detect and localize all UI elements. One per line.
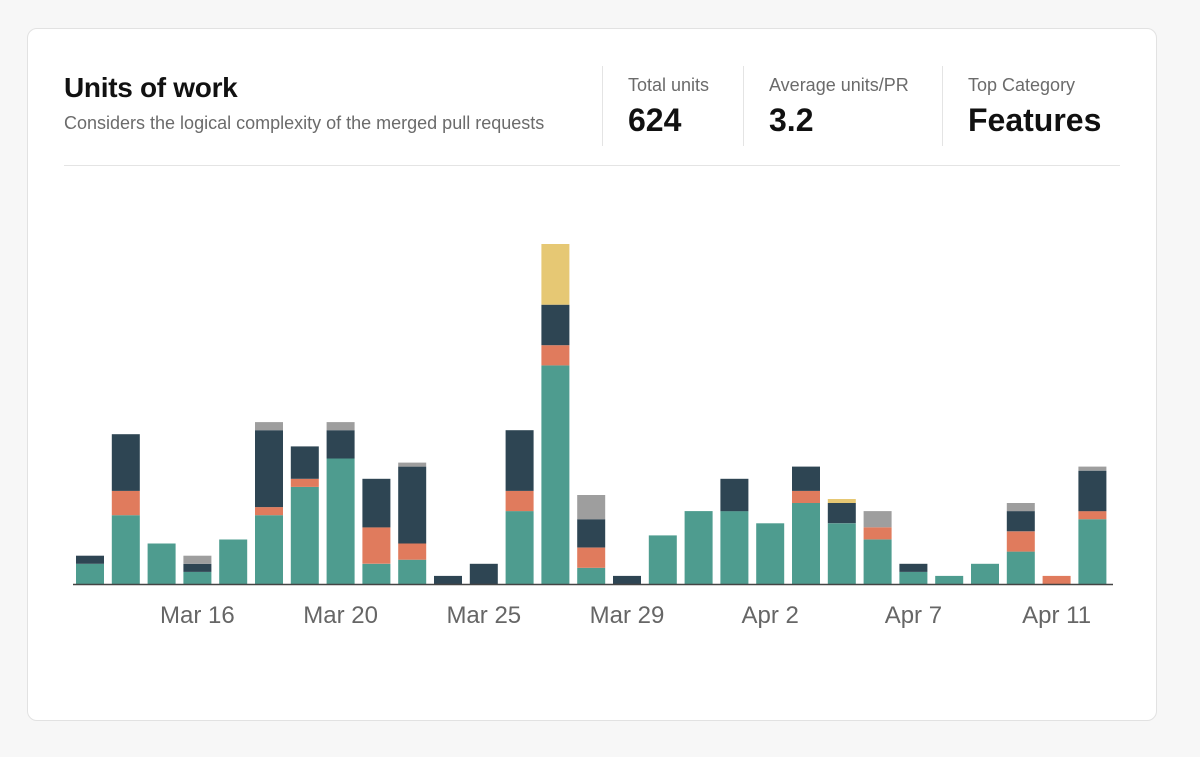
x-tick-label: Apr 2 — [742, 602, 799, 629]
bar-maintenance-18[interactable] — [720, 478, 749, 512]
card-title: Units of work — [64, 72, 238, 103]
bar-features-4[interactable] — [219, 539, 248, 585]
bar-features-7[interactable] — [326, 458, 355, 585]
bar-maintenance-23[interactable] — [899, 563, 928, 572]
bar-other-14[interactable] — [577, 495, 606, 520]
bar-bugs-22[interactable] — [863, 527, 892, 540]
bar-features-13[interactable] — [541, 365, 570, 584]
bar-maintenance-9[interactable] — [398, 466, 427, 544]
bar-other-3[interactable] — [183, 555, 212, 564]
bar-other-7[interactable] — [326, 422, 355, 431]
average-units-value: 3.2 — [769, 102, 814, 138]
bar-docs-21[interactable] — [827, 499, 856, 503]
bar-bugs-5[interactable] — [255, 507, 283, 516]
average-units-label: Average units/PR — [769, 75, 909, 95]
bar-maintenance-20[interactable] — [792, 466, 820, 491]
bar-features-1[interactable] — [111, 515, 140, 584]
bar-bugs-20[interactable] — [792, 490, 820, 503]
bar-maintenance-8[interactable] — [362, 478, 391, 528]
bar-other-28[interactable] — [1078, 466, 1107, 471]
bar-bugs-27[interactable] — [1042, 575, 1071, 584]
total-units-value: 624 — [628, 102, 682, 138]
bar-features-12[interactable] — [505, 511, 534, 584]
x-tick-label: Apr 11 — [1022, 602, 1091, 629]
bar-features-18[interactable] — [720, 511, 749, 584]
bar-bugs-28[interactable] — [1078, 511, 1107, 520]
bar-features-5[interactable] — [255, 515, 283, 584]
bar-bugs-12[interactable] — [505, 490, 534, 512]
units-of-work-card — [27, 28, 1157, 721]
bar-features-9[interactable] — [398, 559, 427, 584]
bar-bugs-13[interactable] — [541, 345, 570, 366]
bar-other-9[interactable] — [398, 462, 427, 467]
bar-features-24[interactable] — [935, 575, 964, 584]
bar-bugs-6[interactable] — [290, 478, 319, 487]
x-tick-label: Mar 25 — [446, 602, 521, 629]
bar-maintenance-10[interactable] — [434, 575, 462, 584]
bar-other-22[interactable] — [863, 511, 892, 528]
bar-features-20[interactable] — [792, 503, 820, 584]
bar-features-16[interactable] — [648, 535, 677, 584]
bar-bugs-14[interactable] — [577, 547, 606, 568]
bar-features-3[interactable] — [183, 571, 212, 584]
bar-features-22[interactable] — [863, 539, 892, 585]
card-subtitle: Considers the logical complexity of the … — [64, 113, 545, 133]
bar-maintenance-21[interactable] — [827, 503, 856, 524]
header-divider — [64, 165, 1120, 166]
bar-maintenance-28[interactable] — [1078, 470, 1107, 512]
bar-bugs-8[interactable] — [362, 527, 391, 564]
bar-features-19[interactable] — [756, 523, 785, 584]
bar-features-26[interactable] — [1006, 551, 1035, 584]
bar-features-14[interactable] — [577, 567, 606, 584]
stat-divider — [602, 66, 603, 146]
stat-divider — [743, 66, 744, 146]
bar-maintenance-6[interactable] — [290, 446, 319, 479]
x-tick-label: Apr 7 — [885, 602, 942, 629]
bar-bugs-9[interactable] — [398, 543, 427, 560]
bar-maintenance-26[interactable] — [1006, 511, 1035, 532]
bar-maintenance-12[interactable] — [505, 430, 534, 491]
bar-maintenance-15[interactable] — [613, 575, 641, 584]
bar-bugs-1[interactable] — [111, 490, 140, 516]
bar-maintenance-3[interactable] — [183, 563, 212, 572]
top-category-value: Features — [968, 102, 1102, 138]
top-category-label: Top Category — [968, 75, 1076, 95]
bar-features-21[interactable] — [827, 523, 856, 584]
bar-other-5[interactable] — [255, 422, 283, 431]
bar-other-26[interactable] — [1006, 503, 1035, 512]
bar-features-28[interactable] — [1078, 519, 1107, 584]
bar-features-0[interactable] — [76, 563, 104, 584]
bar-features-8[interactable] — [362, 563, 391, 584]
bar-features-17[interactable] — [684, 511, 713, 584]
bar-maintenance-0[interactable] — [76, 555, 104, 564]
total-units-label: Total units — [628, 75, 710, 95]
bar-maintenance-13[interactable] — [541, 304, 570, 346]
bar-features-2[interactable] — [147, 543, 176, 585]
x-tick-label: Mar 16 — [160, 602, 235, 629]
stat-divider — [942, 66, 943, 146]
bar-bugs-26[interactable] — [1006, 531, 1035, 552]
bar-maintenance-7[interactable] — [326, 430, 355, 459]
bar-features-6[interactable] — [290, 486, 319, 584]
bar-maintenance-11[interactable] — [469, 563, 498, 584]
bar-features-23[interactable] — [899, 571, 928, 584]
bar-maintenance-14[interactable] — [577, 519, 606, 548]
bar-docs-13[interactable] — [541, 244, 570, 305]
x-tick-label: Mar 20 — [303, 602, 378, 629]
x-tick-label: Mar 29 — [590, 602, 665, 629]
bar-maintenance-5[interactable] — [255, 430, 283, 508]
bar-maintenance-1[interactable] — [111, 434, 140, 491]
bar-features-25[interactable] — [971, 563, 999, 584]
